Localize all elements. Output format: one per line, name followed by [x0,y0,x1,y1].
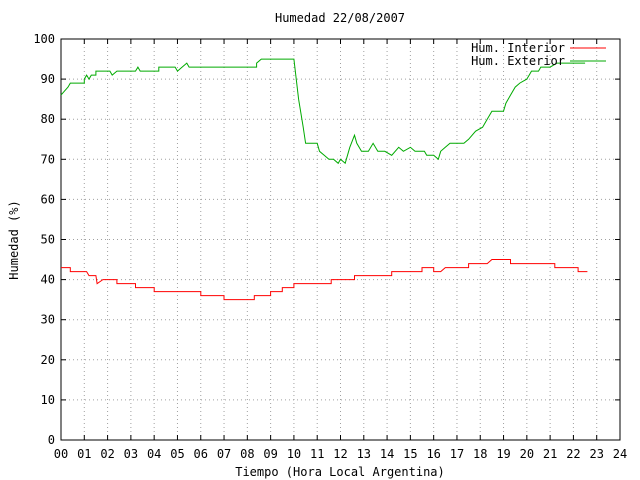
y-tick-label: 80 [41,112,55,126]
y-tick-label: 70 [41,152,55,166]
y-tick-label: 0 [48,433,55,447]
x-tick-label: 02 [100,447,114,461]
x-tick-label: 09 [263,447,277,461]
x-tick-label: 07 [217,447,231,461]
x-tick-label: 19 [496,447,510,461]
x-tick-label: 13 [357,447,371,461]
y-tick-label: 30 [41,313,55,327]
chart-title: Humedad 22/08/2007 [275,11,405,25]
x-tick-label: 06 [194,447,208,461]
x-tick-label: 11 [310,447,324,461]
x-tick-label: 12 [333,447,347,461]
y-tick-label: 90 [41,72,55,86]
y-tick-label: 50 [41,233,55,247]
x-tick-label: 08 [240,447,254,461]
x-tick-label: 22 [566,447,580,461]
y-tick-label: 60 [41,192,55,206]
x-axis-label: Tiempo (Hora Local Argentina) [235,465,445,479]
x-tick-label: 23 [589,447,603,461]
x-tick-label: 17 [450,447,464,461]
x-tick-label: 18 [473,447,487,461]
y-tick-label: 40 [41,273,55,287]
y-tick-label: 100 [33,32,55,46]
x-tick-label: 05 [170,447,184,461]
x-tick-label: 20 [520,447,534,461]
x-tick-label: 16 [426,447,440,461]
x-tick-label: 21 [543,447,557,461]
y-tick-label: 10 [41,393,55,407]
series-layer [60,58,588,301]
x-tick-label: 00 [54,447,68,461]
x-axis: 00 01 02 03 04 05 06 07 08 09 10 11 12 13 14 15 16 17 18 19… [54,39,627,461]
x-tick-label: 14 [380,447,394,461]
y-axis: 0 10 20 30 40 50 60 70 80 90 100 [33,32,620,447]
x-tick-label: 24 [613,447,627,461]
x-tick-label: 10 [287,447,301,461]
x-tick-label: 04 [147,447,161,461]
y-tick-label: 20 [41,353,55,367]
y-axis-label: Humedad (%) [7,200,21,279]
grid-lines [61,39,620,440]
x-tick-label: 01 [77,447,91,461]
legend-label-interior: Hum. Interior [471,41,565,55]
series-line-interior [61,259,588,301]
legend-label-exterior: Hum. Exterior [471,54,565,68]
x-tick-label: 15 [403,447,417,461]
series-line-exterior [60,58,586,165]
x-tick-label: 03 [124,447,138,461]
